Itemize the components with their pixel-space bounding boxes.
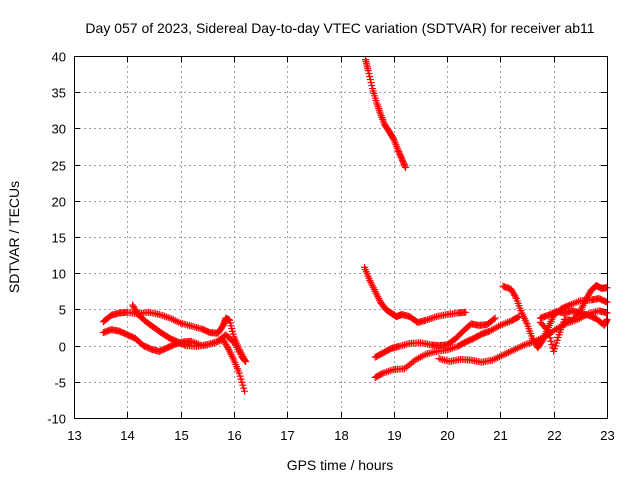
data-point [240, 384, 248, 392]
data-point [384, 367, 392, 375]
data-point [462, 308, 470, 316]
data-point [427, 314, 435, 322]
series-track-9 [499, 282, 611, 352]
data-point [207, 340, 215, 348]
data-point [424, 316, 432, 324]
data-point [239, 381, 247, 389]
data-point [365, 69, 373, 77]
y-tick-label: 20 [52, 195, 66, 210]
data-point [389, 134, 397, 142]
data-point [209, 339, 217, 347]
data-point [491, 314, 499, 322]
data-point [240, 356, 248, 364]
y-tick-label: 10 [52, 267, 66, 282]
data-point [203, 341, 211, 349]
data-point [401, 162, 409, 170]
series-track-4 [362, 56, 410, 171]
x-tick-label: 23 [600, 428, 614, 443]
x-tick-label: 15 [174, 428, 188, 443]
data-point [241, 387, 249, 395]
y-tick-label: -10 [47, 412, 66, 427]
data-point [181, 341, 189, 349]
plot-frame [74, 56, 608, 419]
data-point [205, 340, 213, 348]
y-tick-label: 40 [52, 50, 66, 65]
series-track-3 [129, 301, 250, 366]
series-track-6 [371, 314, 499, 361]
x-axis-label: GPS time / hours [287, 457, 394, 473]
data-point [425, 315, 433, 323]
data-point [547, 337, 555, 345]
y-axis-label: SDTVAR / TECUs [6, 181, 22, 293]
data-point [367, 79, 375, 87]
grid [74, 56, 607, 418]
data-series [99, 56, 611, 395]
data-point [544, 327, 552, 335]
data-point [364, 66, 372, 74]
y-tick-label: 30 [52, 122, 66, 137]
data-point [378, 370, 386, 378]
data-point [402, 163, 410, 171]
data-point [242, 358, 250, 366]
data-point [157, 311, 165, 319]
data-point [241, 357, 249, 365]
y-tick-label: 35 [52, 86, 66, 101]
data-point [237, 375, 245, 383]
data-point [490, 315, 498, 323]
data-point [431, 313, 439, 321]
data-point [159, 312, 167, 320]
data-point [602, 298, 610, 306]
y-tick-label: 25 [52, 159, 66, 174]
data-point [548, 341, 556, 349]
x-tick-label: 17 [280, 428, 294, 443]
x-tick-label: 14 [120, 428, 134, 443]
data-point [161, 312, 169, 320]
data-point [366, 73, 374, 81]
series-track-5 [360, 263, 470, 326]
y-tick-label: -5 [54, 376, 66, 391]
data-point [368, 82, 376, 90]
x-tick-label: 19 [387, 428, 401, 443]
data-point [236, 372, 244, 380]
data-point [155, 310, 163, 318]
series-track-10 [536, 282, 611, 355]
data-point [235, 369, 243, 377]
y-tick-label: 5 [59, 303, 66, 318]
series-track-7 [371, 313, 523, 381]
data-point [512, 293, 520, 301]
series-track-11 [536, 307, 611, 329]
data-point [545, 330, 553, 338]
data-point [229, 337, 237, 345]
chart-title: Day 057 of 2023, Sidereal Day-to-day VTE… [85, 20, 594, 36]
data-point [238, 378, 246, 386]
y-tick-label: 15 [52, 231, 66, 246]
x-tick-label: 13 [67, 428, 81, 443]
data-point [546, 334, 554, 342]
data-point [445, 345, 453, 353]
x-tick-label: 18 [334, 428, 348, 443]
x-tick-label: 22 [547, 428, 561, 443]
data-point [366, 76, 374, 84]
x-tick-label: 16 [227, 428, 241, 443]
data-point [543, 326, 551, 334]
y-tick-label: 0 [59, 340, 66, 355]
data-point [564, 302, 572, 310]
data-point [429, 314, 437, 322]
axes: 13 14 15 16 17 18 19 20 21 22 23 -10 -5 0 5 10 15 20 25 30 3… [47, 50, 615, 444]
data-point [386, 367, 394, 375]
series-track-1 [99, 308, 249, 364]
x-tick-label: 20 [440, 428, 454, 443]
x-tick-label: 21 [493, 428, 507, 443]
data-point [514, 313, 522, 321]
